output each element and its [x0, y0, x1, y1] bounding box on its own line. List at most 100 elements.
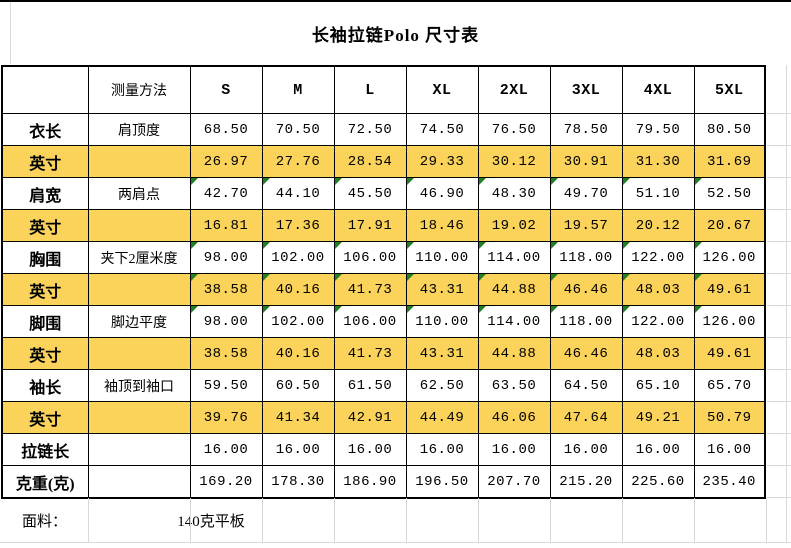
- value-cell[interactable]: 80.50: [693, 113, 766, 146]
- value-cell[interactable]: 27.76: [261, 145, 335, 178]
- method-column-header[interactable]: 测量方法: [87, 65, 191, 114]
- value-cell[interactable]: 50.79: [693, 401, 766, 434]
- value-cell[interactable]: 51.10: [621, 177, 695, 210]
- value-cell[interactable]: 16.00: [333, 433, 407, 466]
- method-cell[interactable]: [87, 401, 191, 434]
- value-cell[interactable]: 30.91: [549, 145, 623, 178]
- value-cell[interactable]: 43.31: [405, 337, 479, 370]
- value-cell[interactable]: 235.40: [693, 465, 766, 499]
- value-cell[interactable]: 16.00: [693, 433, 766, 466]
- row-label[interactable]: 胸围: [1, 241, 89, 274]
- value-cell[interactable]: 43.31: [405, 273, 479, 306]
- value-cell[interactable]: 61.50: [333, 369, 407, 402]
- value-cell[interactable]: 118.00: [549, 241, 623, 274]
- value-cell[interactable]: 16.00: [405, 433, 479, 466]
- method-cell[interactable]: 脚边平度: [87, 305, 191, 338]
- value-cell[interactable]: 16.00: [621, 433, 695, 466]
- method-cell[interactable]: 袖顶到袖口: [87, 369, 191, 402]
- value-cell[interactable]: 225.60: [621, 465, 695, 499]
- row-label[interactable]: 英寸: [1, 337, 89, 370]
- value-cell[interactable]: 78.50: [549, 113, 623, 146]
- value-cell[interactable]: 106.00: [333, 241, 407, 274]
- value-cell[interactable]: 41.34: [261, 401, 335, 434]
- value-cell[interactable]: 122.00: [621, 305, 695, 338]
- size-column-header-xl[interactable]: XL: [405, 65, 479, 114]
- value-cell[interactable]: 41.73: [333, 337, 407, 370]
- value-cell[interactable]: 16.00: [189, 433, 263, 466]
- value-cell[interactable]: 74.50: [405, 113, 479, 146]
- value-cell[interactable]: 178.30: [261, 465, 335, 499]
- value-cell[interactable]: 46.46: [549, 273, 623, 306]
- value-cell[interactable]: 196.50: [405, 465, 479, 499]
- value-cell[interactable]: 72.50: [333, 113, 407, 146]
- value-cell[interactable]: 39.76: [189, 401, 263, 434]
- value-cell[interactable]: 49.21: [621, 401, 695, 434]
- value-cell[interactable]: 38.58: [189, 337, 263, 370]
- value-cell[interactable]: 16.00: [477, 433, 551, 466]
- size-column-header-3xl[interactable]: 3XL: [549, 65, 623, 114]
- value-cell[interactable]: 40.16: [261, 337, 335, 370]
- value-cell[interactable]: 68.50: [189, 113, 263, 146]
- value-cell[interactable]: 169.20: [189, 465, 263, 499]
- value-cell[interactable]: 31.69: [693, 145, 766, 178]
- value-cell[interactable]: 65.10: [621, 369, 695, 402]
- size-column-header-l[interactable]: L: [333, 65, 407, 114]
- value-cell[interactable]: 98.00: [189, 241, 263, 274]
- size-column-header-m[interactable]: M: [261, 65, 335, 114]
- value-cell[interactable]: 48.03: [621, 337, 695, 370]
- value-cell[interactable]: 70.50: [261, 113, 335, 146]
- value-cell[interactable]: 110.00: [405, 241, 479, 274]
- method-cell[interactable]: 两肩点: [87, 177, 191, 210]
- value-cell[interactable]: 16.00: [261, 433, 335, 466]
- size-column-header-4xl[interactable]: 4XL: [621, 65, 695, 114]
- value-cell[interactable]: 110.00: [405, 305, 479, 338]
- value-cell[interactable]: 49.61: [693, 337, 766, 370]
- value-cell[interactable]: 63.50: [477, 369, 551, 402]
- value-cell[interactable]: 38.58: [189, 273, 263, 306]
- method-cell[interactable]: [87, 433, 191, 466]
- value-cell[interactable]: 215.20: [549, 465, 623, 499]
- row-label[interactable]: 衣长: [1, 113, 89, 146]
- size-column-header-5xl[interactable]: 5XL: [693, 65, 766, 114]
- value-cell[interactable]: 18.46: [405, 209, 479, 242]
- value-cell[interactable]: 30.12: [477, 145, 551, 178]
- value-cell[interactable]: 62.50: [405, 369, 479, 402]
- value-cell[interactable]: 19.02: [477, 209, 551, 242]
- value-cell[interactable]: 20.12: [621, 209, 695, 242]
- value-cell[interactable]: 28.54: [333, 145, 407, 178]
- value-cell[interactable]: 46.06: [477, 401, 551, 434]
- value-cell[interactable]: 64.50: [549, 369, 623, 402]
- method-cell[interactable]: 肩顶度: [87, 113, 191, 146]
- row-label[interactable]: 英寸: [1, 273, 89, 306]
- value-cell[interactable]: 20.67: [693, 209, 766, 242]
- value-cell[interactable]: 17.91: [333, 209, 407, 242]
- value-cell[interactable]: 41.73: [333, 273, 407, 306]
- row-label[interactable]: 英寸: [1, 145, 89, 178]
- row-label[interactable]: 脚围: [1, 305, 89, 338]
- value-cell[interactable]: 106.00: [333, 305, 407, 338]
- value-cell[interactable]: 122.00: [621, 241, 695, 274]
- value-cell[interactable]: 118.00: [549, 305, 623, 338]
- method-cell[interactable]: [87, 209, 191, 242]
- value-cell[interactable]: 48.30: [477, 177, 551, 210]
- value-cell[interactable]: 42.91: [333, 401, 407, 434]
- value-cell[interactable]: 102.00: [261, 241, 335, 274]
- value-cell[interactable]: 49.70: [549, 177, 623, 210]
- value-cell[interactable]: 48.03: [621, 273, 695, 306]
- value-cell[interactable]: 44.10: [261, 177, 335, 210]
- value-cell[interactable]: 42.70: [189, 177, 263, 210]
- fabric-value-cell[interactable]: 140克平板: [88, 498, 334, 542]
- value-cell[interactable]: 60.50: [261, 369, 335, 402]
- method-cell[interactable]: 夹下2厘米度: [87, 241, 191, 274]
- value-cell[interactable]: 98.00: [189, 305, 263, 338]
- size-column-header-s[interactable]: S: [189, 65, 263, 114]
- value-cell[interactable]: 76.50: [477, 113, 551, 146]
- value-cell[interactable]: 16.81: [189, 209, 263, 242]
- row-label[interactable]: 克重(克): [1, 465, 89, 499]
- value-cell[interactable]: 65.70: [693, 369, 766, 402]
- row-label[interactable]: 袖长: [1, 369, 89, 402]
- value-cell[interactable]: 126.00: [693, 305, 766, 338]
- value-cell[interactable]: 44.88: [477, 273, 551, 306]
- method-cell[interactable]: [87, 337, 191, 370]
- corner-header-cell[interactable]: [1, 65, 89, 114]
